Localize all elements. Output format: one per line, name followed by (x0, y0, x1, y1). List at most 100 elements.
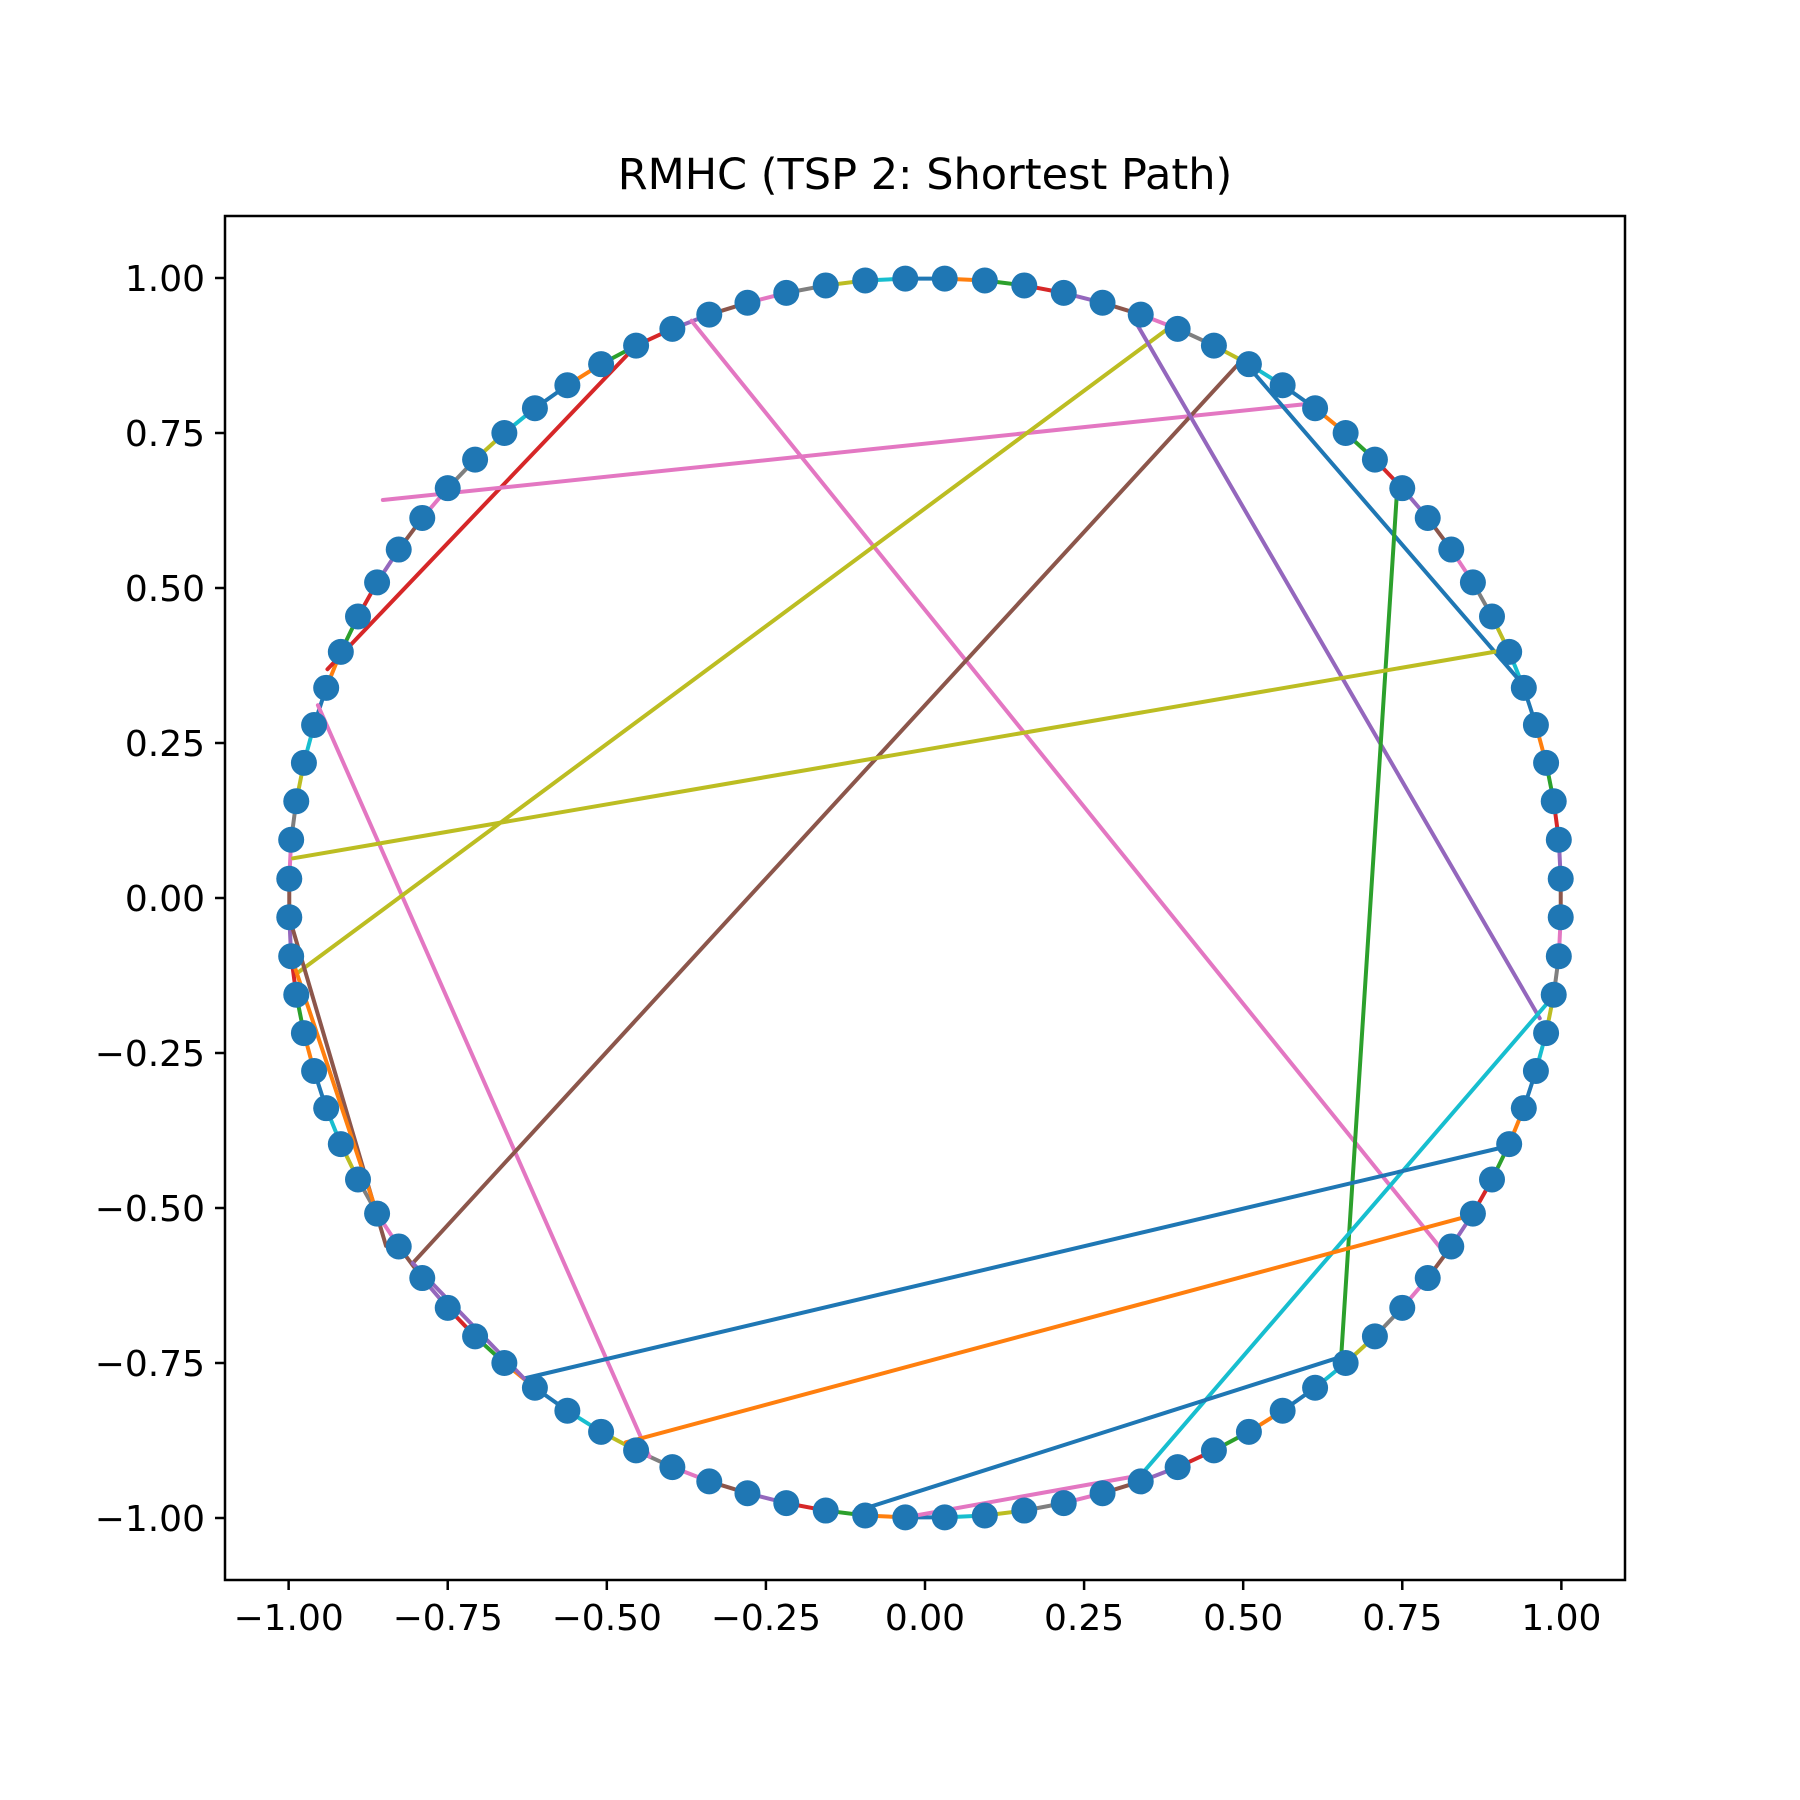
city-point (852, 1502, 879, 1529)
route-edge-crossing (1127, 310, 1542, 1021)
city-point (1414, 1265, 1441, 1292)
city-point (773, 1490, 800, 1517)
route-edge-crossing (296, 325, 1172, 975)
x-axis: −1.00 −0.75 −0.50 −0.25 0.00 0.25 0.50 0.75 1.00 (233, 1580, 1601, 1639)
city-point (1269, 1397, 1296, 1424)
city-point (276, 865, 303, 892)
city-point (1533, 1020, 1560, 1047)
city-point (1540, 788, 1567, 815)
city-point (521, 1374, 548, 1401)
city-point (892, 1504, 919, 1531)
city-point (301, 712, 328, 739)
city-point (278, 943, 305, 970)
city-point (409, 1265, 436, 1292)
city-point (327, 638, 354, 665)
city-point (1089, 289, 1116, 316)
x-tick-label: 0.50 (1203, 1598, 1283, 1639)
x-tick-label: −1.00 (233, 1598, 343, 1639)
city-point (327, 1131, 354, 1158)
city-point (434, 475, 461, 502)
city-point (1200, 332, 1227, 359)
city-point (1050, 279, 1077, 306)
city-point (588, 1418, 615, 1445)
city-point (1235, 1418, 1262, 1445)
city-point (301, 1057, 328, 1084)
city-point (971, 1502, 998, 1529)
city-point (283, 788, 310, 815)
city-point (345, 603, 371, 630)
city-point (623, 1437, 650, 1464)
x-tick-label: 1.00 (1521, 1598, 1601, 1639)
city-point (659, 1454, 686, 1481)
route-edge-crossing (852, 1354, 1344, 1514)
city-point (409, 504, 436, 531)
x-tick-label: 0.75 (1362, 1598, 1442, 1639)
city-point (1164, 1454, 1191, 1481)
city-point (276, 904, 303, 931)
y-tick-label: 0.50 (125, 569, 205, 610)
city-point (364, 569, 391, 596)
city-point (1545, 826, 1572, 853)
city-point (734, 289, 761, 316)
city-point (1089, 1480, 1116, 1507)
route-edge-crossing (315, 703, 652, 1459)
x-tick-label: 0.25 (1044, 1598, 1124, 1639)
city-point (1496, 638, 1523, 665)
y-tick-label: 0.75 (125, 414, 205, 455)
city-point (385, 1233, 412, 1260)
city-point (1200, 1437, 1227, 1464)
route-edge-crossing (689, 318, 1444, 1252)
city-point (1361, 446, 1388, 473)
city-point (1540, 981, 1567, 1008)
city-point (491, 420, 518, 446)
city-point (345, 1166, 371, 1193)
y-axis: 1.00 0.75 0.50 0.25 0.00 −0.25 −0.50 −0.75 −1.00 (95, 259, 225, 1540)
city-point (734, 1480, 761, 1507)
route-edge-crossing (623, 1213, 1473, 1445)
city-point (1050, 1490, 1077, 1517)
city-point (290, 1020, 317, 1047)
city-point (971, 267, 998, 294)
city-point (1510, 1095, 1537, 1122)
city-point (313, 674, 340, 701)
city-point (773, 279, 800, 306)
route-edge-crossing (410, 361, 1241, 1266)
city-point (812, 272, 839, 299)
x-tick-label: −0.75 (393, 1598, 503, 1639)
city-point (385, 536, 412, 563)
city-markers (276, 265, 1574, 1531)
city-point (290, 749, 317, 776)
city-point (1164, 315, 1191, 342)
city-point (1522, 712, 1549, 739)
city-point (1361, 1323, 1388, 1350)
city-point (1302, 395, 1329, 422)
route-edge-crossing (1339, 486, 1400, 1359)
city-point (892, 265, 919, 292)
y-tick-label: 1.00 (125, 259, 205, 300)
route-edge-crossing (291, 647, 1511, 861)
city-point (1547, 865, 1574, 892)
city-point (812, 1497, 839, 1524)
city-point (931, 1504, 958, 1531)
city-point (491, 1350, 518, 1376)
city-point (1533, 749, 1560, 776)
city-point (1235, 351, 1262, 378)
x-tick-label: 0.00 (885, 1598, 965, 1639)
city-point (1011, 272, 1038, 299)
city-point (1127, 1468, 1154, 1495)
city-point (659, 315, 686, 342)
city-point (1522, 1057, 1549, 1084)
route-edge-crossing (325, 343, 639, 672)
y-tick-label: −0.50 (95, 1189, 205, 1230)
chart-title: RMHC (TSP 2: Shortest Path) (618, 150, 1232, 200)
city-point (1547, 904, 1574, 931)
y-tick-label: −0.25 (95, 1034, 205, 1075)
city-point (1011, 1497, 1038, 1524)
route-edge-crossing (522, 1144, 1508, 1381)
city-point (852, 267, 879, 294)
x-tick-label: −0.50 (552, 1598, 662, 1639)
city-point (1438, 1233, 1465, 1260)
city-point (521, 395, 548, 422)
